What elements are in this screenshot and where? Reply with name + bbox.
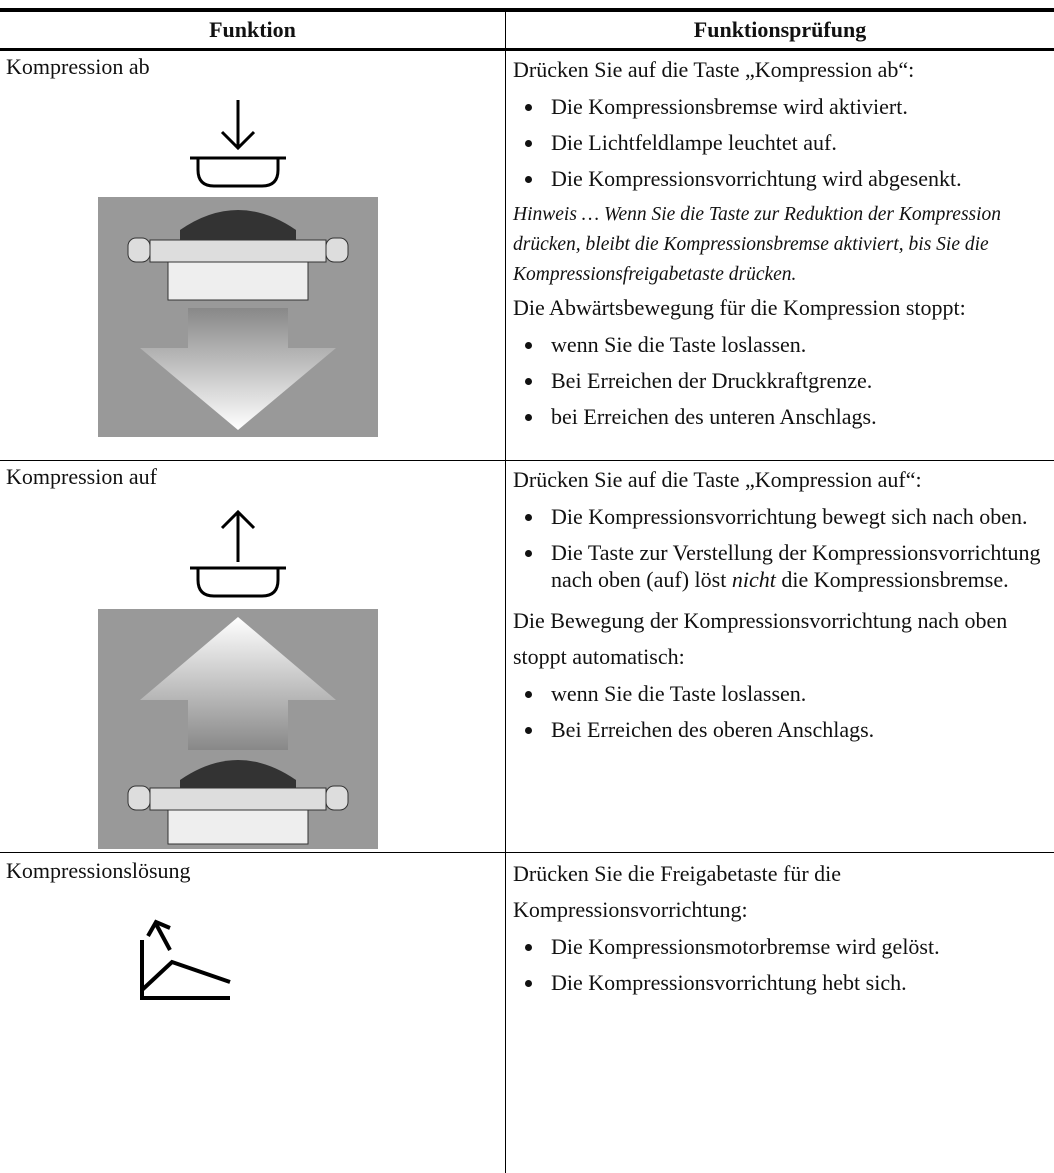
bullet: Bei Erreichen der Druckkraftgrenze.	[545, 362, 1048, 398]
note: Hinweis … Wenn Sie die Taste zur Redukti…	[513, 204, 1002, 285]
bullet: Die Kompressionsvorrichtung wird abgesen…	[545, 160, 1048, 196]
rule	[0, 48, 1054, 51]
icon-compression-down	[98, 100, 378, 437]
icon-compression-release	[140, 919, 231, 1000]
bullet-list: wenn Sie die Taste loslassen. Bei Erreic…	[513, 326, 1048, 434]
emphasis: nicht	[731, 567, 776, 592]
text: Die Bewegung der Kompressionsvorrichtung…	[513, 608, 1008, 669]
bullet-list: wenn Sie die Taste loslassen. Bei Erreic…	[513, 675, 1048, 747]
description: Drücken Sie die Freigabetaste für die Ko…	[513, 856, 1048, 1000]
bullet-list: Die Kompressionsbremse wird aktiviert. D…	[513, 88, 1048, 196]
bullet: bei Erreichen des unteren Anschlags.	[545, 398, 1048, 434]
bullet: Die Taste zur Verstellung der Kompressio…	[545, 534, 1048, 597]
column-divider	[505, 12, 506, 1173]
bullet: Bei Erreichen des oberen Anschlags.	[545, 711, 1048, 747]
text: Die Taste zur Verstellung der Kompressio…	[551, 540, 1041, 592]
description: Drücken Sie auf die Taste „Kompression a…	[513, 52, 1048, 434]
column-header: Funktionsprüfung	[693, 17, 867, 42]
bullet: Die Kompressionsmotorbremse wird gelöst.	[545, 928, 1048, 964]
function-name: Kompressionslösung	[6, 858, 191, 883]
icon-compression-up	[98, 509, 378, 849]
description: Drücken Sie auf die Taste „Kompression a…	[513, 462, 1048, 747]
bullet: Die Kompressionsvorrichtung bewegt sich …	[545, 498, 1048, 534]
text: Drücken Sie auf die Taste „Kompression a…	[513, 467, 922, 492]
function-name: Kompression auf	[6, 464, 157, 489]
row-divider	[0, 852, 1054, 853]
text: Die Abwärtsbewegung für die Kompression …	[513, 295, 966, 320]
bullet: wenn Sie die Taste loslassen.	[545, 326, 1048, 362]
rule	[0, 8, 1054, 12]
bullet-list: Die Kompressionsvorrichtung bewegt sich …	[513, 498, 1048, 597]
text: die Kompressionsbremse.	[781, 567, 1009, 592]
column-header: Funktion	[209, 17, 296, 42]
bullet: wenn Sie die Taste loslassen.	[545, 675, 1048, 711]
text: Drücken Sie auf die Taste „Kompression a…	[513, 57, 915, 82]
text: Drücken Sie die Freigabetaste für die Ko…	[513, 861, 842, 922]
bullet-list: Die Kompressionsmotorbremse wird gelöst.…	[513, 928, 1048, 1000]
bullet: Die Kompressionsvorrichtung hebt sich.	[545, 964, 1048, 1000]
function-name: Kompression ab	[6, 54, 150, 79]
bullet: Die Lichtfeldlampe leuchtet auf.	[545, 124, 1048, 160]
row-divider	[0, 460, 1054, 461]
bullet: Die Kompressionsbremse wird aktiviert.	[545, 88, 1048, 124]
